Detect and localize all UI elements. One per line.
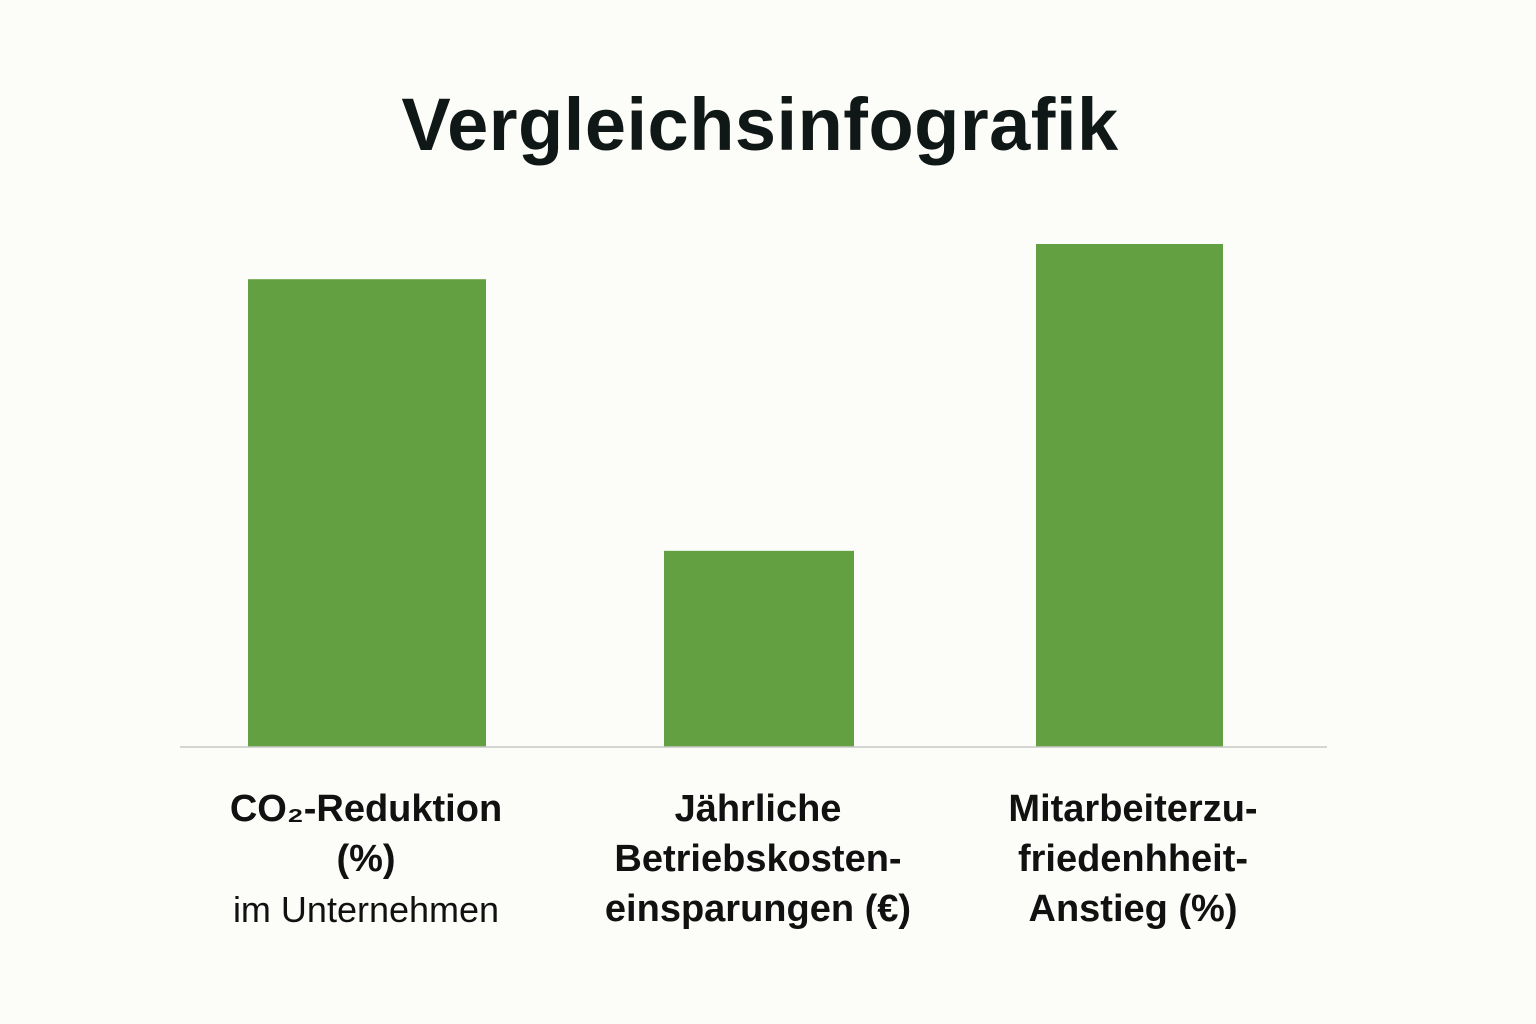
category-label-betriebskosten-title: Jährliche Betriebskosten- einsparungen (… bbox=[604, 788, 912, 930]
bar-co2 bbox=[248, 279, 486, 747]
category-label-betriebskosten: Jährliche Betriebskosten- einsparungen (… bbox=[568, 784, 948, 934]
category-label-co2-sublabel: im Unternehmen bbox=[232, 889, 500, 930]
category-label-mitarbeiterzufriedenheit-title: Mitarbeiterzu- friedenhheit- Anstieg (%) bbox=[1008, 788, 1258, 930]
bar-group bbox=[248, 244, 1223, 747]
category-label-co2-title: CO₂-Reduktion (%) bbox=[229, 788, 503, 880]
bar-betriebskosten bbox=[664, 550, 854, 747]
bar-mitarbeiterzufriedenheit bbox=[1036, 244, 1223, 747]
chart-title: Vergleichsinfografik bbox=[401, 83, 1119, 166]
category-label-co2: CO₂-Reduktion (%) im Unternehmen bbox=[176, 784, 556, 936]
category-label-mitarbeiterzufriedenheit: Mitarbeiterzu- friedenhheit- Anstieg (%) bbox=[943, 784, 1323, 934]
